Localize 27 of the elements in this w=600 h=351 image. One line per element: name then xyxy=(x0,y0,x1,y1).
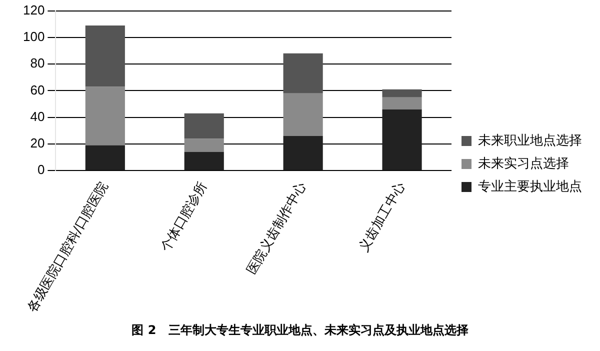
x-tick-label: 个体口腔诊所 xyxy=(158,180,211,255)
y-tick-label: 0 xyxy=(37,162,45,178)
bar xyxy=(382,97,422,110)
legend-label: 未来职业地点选择 xyxy=(478,133,582,148)
legend-label: 专业主要执业地点 xyxy=(478,178,582,194)
bar xyxy=(184,138,224,152)
bar xyxy=(283,136,323,170)
x-tick-label: 各级医院口腔科/口腔医院 xyxy=(24,180,112,315)
y-tick-label: 60 xyxy=(30,82,45,98)
bar xyxy=(283,93,323,136)
bar xyxy=(85,25,125,87)
bar xyxy=(184,152,224,170)
legend-label: 未来实习点选择 xyxy=(478,156,569,172)
caption: 图 2 三年制大专生专业职业地点、未来实习点及执业地点选择 xyxy=(130,322,470,339)
y-tick-label: 100 xyxy=(22,29,45,44)
x-tick-label: 医院义齿制作中心 xyxy=(244,179,310,278)
x-tick-label: 义齿加工中心 xyxy=(356,179,408,255)
bar xyxy=(85,86,125,146)
bar xyxy=(283,53,323,94)
bar xyxy=(85,145,125,170)
y-tick-label: 40 xyxy=(30,108,45,124)
bar xyxy=(382,109,422,170)
y-tick-label: 20 xyxy=(30,136,45,151)
bar xyxy=(382,89,422,98)
bar xyxy=(184,113,224,139)
y-tick-label: 80 xyxy=(30,56,45,71)
y-tick-label: 120 xyxy=(22,2,45,18)
